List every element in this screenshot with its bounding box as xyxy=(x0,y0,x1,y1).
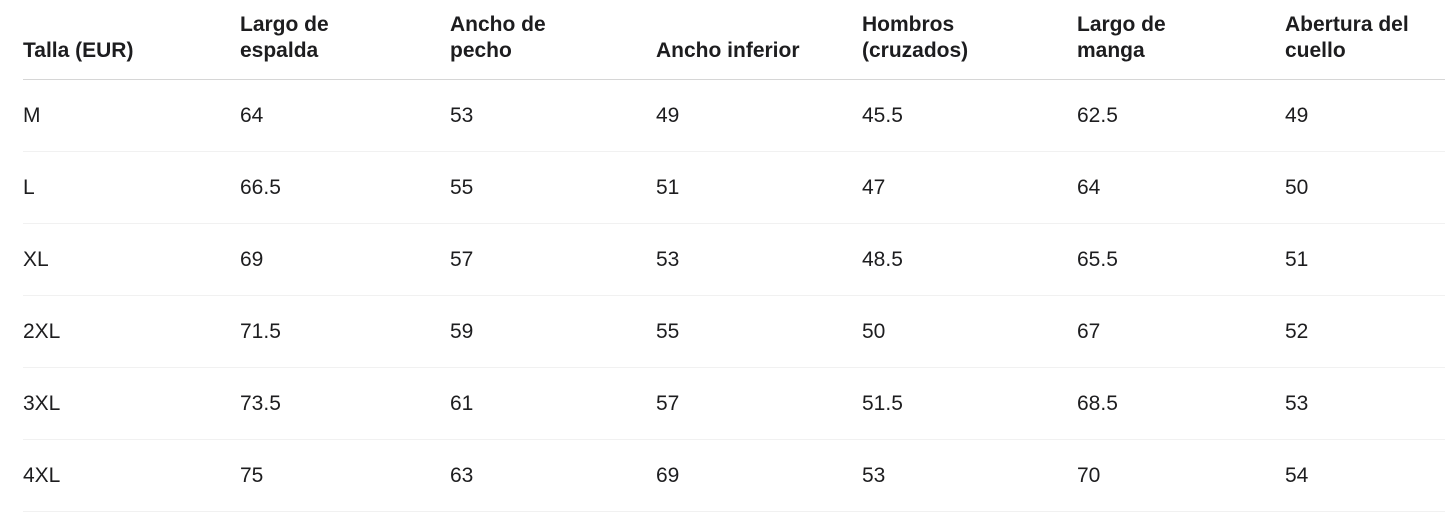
value-cell: 49 xyxy=(1285,79,1445,152)
value-cell: 51 xyxy=(1285,223,1445,296)
value-cell: 68.5 xyxy=(1077,367,1285,440)
value-cell: 69 xyxy=(656,439,862,512)
column-header-hombros: Hombros (cruzados) xyxy=(862,0,1077,80)
value-cell: 51 xyxy=(656,151,862,224)
size-cell: L xyxy=(23,151,240,224)
value-cell: 53 xyxy=(862,439,1077,512)
value-cell: 55 xyxy=(656,295,862,368)
value-cell: 52 xyxy=(1285,295,1445,368)
size-cell: 2XL xyxy=(23,295,240,368)
size-cell: XL xyxy=(23,223,240,296)
value-cell: 73.5 xyxy=(240,367,450,440)
value-cell: 47 xyxy=(862,151,1077,224)
value-cell: 62.5 xyxy=(1077,79,1285,152)
value-cell: 57 xyxy=(656,367,862,440)
column-header-largo-manga: Largo de manga xyxy=(1077,0,1285,80)
table-row-2xl: 2XL 71.5 59 55 50 67 52 xyxy=(23,295,1445,368)
size-chart-table: Talla (EUR) Largo de espalda Ancho de pe… xyxy=(23,0,1445,512)
value-cell: 53 xyxy=(656,223,862,296)
value-cell: 71.5 xyxy=(240,295,450,368)
value-cell: 67 xyxy=(1077,295,1285,368)
table-row-m: M 64 53 49 45.5 62.5 49 xyxy=(23,79,1445,152)
value-cell: 70 xyxy=(1077,439,1285,512)
value-cell: 45.5 xyxy=(862,79,1077,152)
column-header-abertura-cuello: Abertura del cuello xyxy=(1285,0,1445,80)
table-row-xl: XL 69 57 53 48.5 65.5 51 xyxy=(23,223,1445,296)
value-cell: 61 xyxy=(450,367,656,440)
value-cell: 63 xyxy=(450,439,656,512)
column-header-ancho-pecho: Ancho de pecho xyxy=(450,0,656,80)
value-cell: 49 xyxy=(656,79,862,152)
table-row-3xl: 3XL 73.5 61 57 51.5 68.5 53 xyxy=(23,367,1445,440)
value-cell: 64 xyxy=(240,79,450,152)
table-row-l: L 66.5 55 51 47 64 50 xyxy=(23,151,1445,224)
value-cell: 75 xyxy=(240,439,450,512)
value-cell: 57 xyxy=(450,223,656,296)
value-cell: 51.5 xyxy=(862,367,1077,440)
value-cell: 69 xyxy=(240,223,450,296)
value-cell: 50 xyxy=(1285,151,1445,224)
size-cell: 4XL xyxy=(23,439,240,512)
value-cell: 50 xyxy=(862,295,1077,368)
value-cell: 53 xyxy=(450,79,656,152)
size-cell: M xyxy=(23,79,240,152)
column-header-ancho-inferior: Ancho inferior xyxy=(656,0,862,80)
value-cell: 66.5 xyxy=(240,151,450,224)
table-row-4xl: 4XL 75 63 69 53 70 54 xyxy=(23,439,1445,512)
value-cell: 64 xyxy=(1077,151,1285,224)
value-cell: 53 xyxy=(1285,367,1445,440)
size-cell: 3XL xyxy=(23,367,240,440)
column-header-largo-espalda: Largo de espalda xyxy=(240,0,450,80)
value-cell: 59 xyxy=(450,295,656,368)
value-cell: 54 xyxy=(1285,439,1445,512)
value-cell: 65.5 xyxy=(1077,223,1285,296)
value-cell: 48.5 xyxy=(862,223,1077,296)
value-cell: 55 xyxy=(450,151,656,224)
header-row: Talla (EUR) Largo de espalda Ancho de pe… xyxy=(23,0,1445,80)
column-header-talla: Talla (EUR) xyxy=(23,0,240,80)
